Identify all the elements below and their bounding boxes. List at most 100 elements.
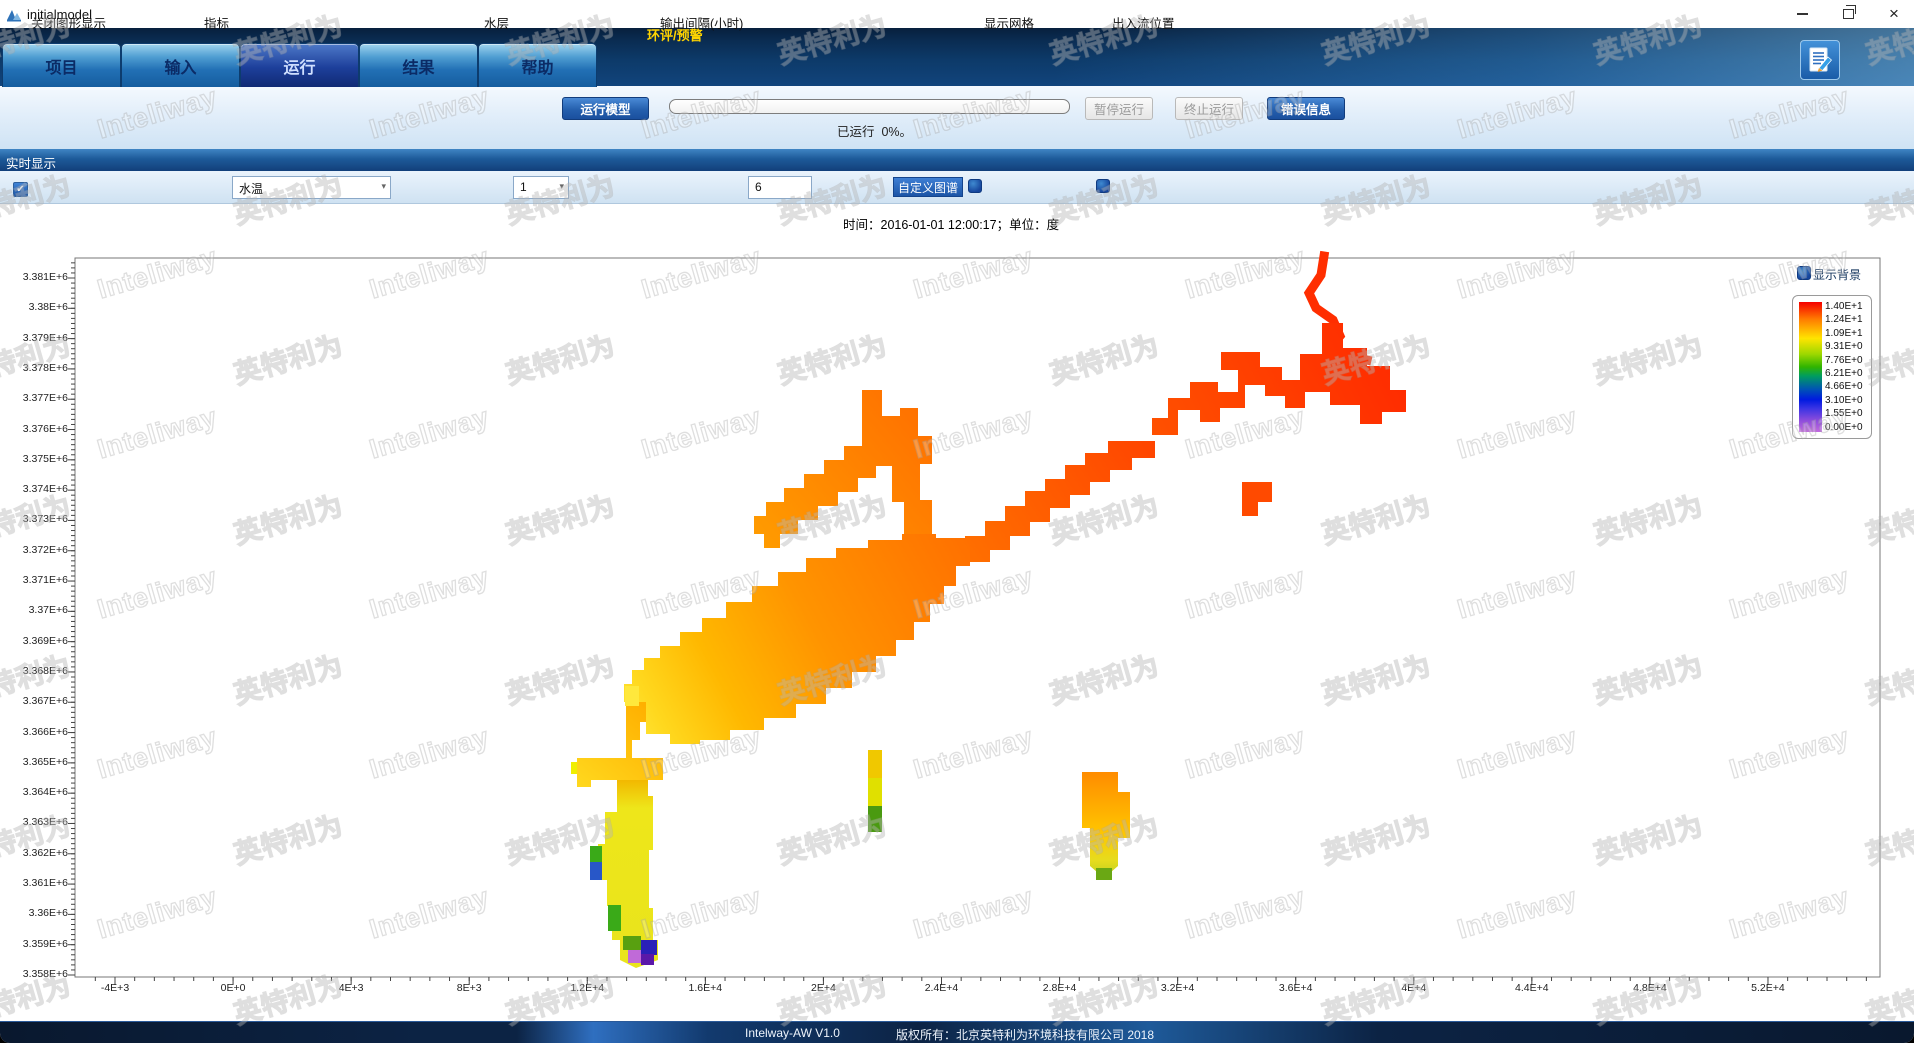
- close-button[interactable]: ×: [1878, 2, 1910, 25]
- x-tick-label: 1.6E+4: [688, 982, 723, 994]
- y-tick-label: 3.367E+6: [22, 695, 68, 708]
- tab-env-warning[interactable]: 环评/预警: [647, 28, 703, 43]
- simulation-time-label: 时间：2016-01-01 12:00:17；单位：度: [843, 218, 1060, 232]
- layer-select[interactable]: 1 ▾: [513, 176, 569, 199]
- run-model-button[interactable]: 运行模型: [562, 97, 649, 120]
- error-info-button[interactable]: 错误信息: [1267, 97, 1345, 120]
- tab-run[interactable]: 运行: [240, 43, 359, 87]
- pause-run-button[interactable]: 暂停运行: [1085, 97, 1153, 120]
- y-tick-label: 3.365E+6: [22, 755, 68, 768]
- legend-value: 0.00E+0: [1825, 421, 1863, 433]
- y-tick-label: 3.359E+6: [22, 937, 68, 950]
- river-connector: [965, 441, 1155, 562]
- map-cell: [641, 954, 654, 965]
- x-tick-label: 2E+4: [810, 982, 836, 994]
- legend-value: 4.66E+0: [1825, 381, 1863, 393]
- run-progress-value: 0%。: [881, 125, 913, 139]
- y-tick-label: 3.376E+6: [22, 422, 68, 435]
- map-cell: [641, 940, 657, 955]
- lake-outlet: [577, 702, 663, 787]
- close-graphics-checkbox[interactable]: ✔: [13, 182, 28, 197]
- y-tick-label: 3.37E+6: [28, 604, 68, 617]
- custom-colormap-button[interactable]: 自定义图谱: [893, 177, 964, 197]
- interval-label: 输出间隔(小时): [660, 17, 744, 31]
- y-tick-label: 3.366E+6: [22, 725, 68, 738]
- window-title: initialmodel: [27, 7, 93, 22]
- tab-input[interactable]: 输入: [121, 43, 240, 87]
- inout-flow-checkbox[interactable]: [1096, 179, 1110, 193]
- y-tick-label: 3.364E+6: [22, 786, 68, 799]
- interval-input[interactable]: 6: [748, 176, 812, 199]
- map-cell: [625, 686, 639, 706]
- x-tick-label: -4E+3: [100, 982, 130, 994]
- temperature-map: [571, 250, 1406, 968]
- map-cell: [1096, 868, 1112, 880]
- close-icon: ×: [1889, 4, 1899, 23]
- y-tick-label: 3.38E+6: [28, 301, 68, 314]
- y-tick-label: 3.378E+6: [22, 361, 68, 374]
- y-tick-label: 3.381E+6: [22, 271, 68, 283]
- minimize-icon: [1796, 12, 1808, 15]
- map-cell: [868, 806, 882, 832]
- y-tick-label: 3.377E+6: [22, 392, 68, 405]
- map-cell: [868, 750, 882, 778]
- colorbar-gradient: [1799, 302, 1822, 432]
- realtime-section-header: 实时显示: [0, 149, 1914, 171]
- y-tick-label: 3.358E+6: [22, 967, 68, 980]
- close-graphics-label: 关闭图形显示: [31, 17, 107, 31]
- y-tick-label: 3.362E+6: [22, 846, 68, 859]
- y-tick-label: 3.379E+6: [22, 331, 68, 344]
- map-cell: [590, 862, 602, 880]
- chevron-down-icon: ▾: [559, 181, 564, 191]
- main-lake: [624, 534, 970, 744]
- legend-value: 1.40E+1: [1825, 301, 1863, 312]
- y-tick-label: 3.36E+6: [28, 907, 68, 920]
- map-cell: [628, 950, 641, 963]
- map-cell: [571, 762, 577, 774]
- show-background-label: 显示背景: [1813, 268, 1862, 282]
- y-tick-label: 3.374E+6: [22, 483, 68, 496]
- indicator-select[interactable]: 水温 ▾: [232, 176, 391, 199]
- copyright: 版权所有：北京英特利为环境科技有限公司 2018: [896, 1028, 1155, 1042]
- run-status: 已运行 0%。: [837, 125, 913, 139]
- tab-help[interactable]: 帮助: [478, 43, 597, 87]
- statusbar: Intelway-AW V1.0 版权所有：北京英特利为环境科技有限公司 201…: [0, 1021, 1914, 1043]
- x-tick-label: 3.2E+4: [1160, 982, 1195, 994]
- tab-project[interactable]: 项目: [2, 43, 121, 87]
- x-tick-label: 5.2E+4: [1751, 982, 1785, 994]
- y-tick-label: 3.368E+6: [22, 664, 68, 677]
- y-tick-label: 3.372E+6: [22, 543, 68, 556]
- x-tick-label: 2.4E+4: [924, 982, 959, 994]
- document-edit-button[interactable]: [1800, 40, 1840, 80]
- legend-value: 1.55E+0: [1825, 408, 1863, 420]
- x-tick-label: 4E+4: [1401, 982, 1427, 994]
- chevron-down-icon: ▾: [381, 181, 386, 191]
- restore-button[interactable]: [1832, 2, 1864, 25]
- legend-value: 1.24E+1: [1825, 314, 1863, 326]
- river-hook: [1242, 482, 1272, 516]
- x-tick-label: 8E+3: [456, 982, 482, 994]
- axis-ticks: [68, 262, 1867, 985]
- legend-value: 6.21E+0: [1825, 367, 1863, 379]
- legend-value: 7.76E+0: [1825, 354, 1863, 366]
- northeast-river: [1152, 323, 1406, 435]
- legend-value: 3.10E+0: [1825, 394, 1863, 406]
- stop-run-button[interactable]: 终止运行: [1175, 97, 1243, 120]
- plot-border: [74, 257, 1881, 978]
- y-tick-label: 3.361E+6: [22, 877, 68, 890]
- legend-value: 9.31E+0: [1825, 341, 1863, 353]
- minimize-button[interactable]: [1786, 2, 1818, 25]
- x-tick-label: 3.6E+4: [1278, 982, 1313, 994]
- x-tick-label: 4.4E+4: [1515, 982, 1549, 994]
- indicator-label: 指标: [204, 17, 230, 31]
- show-grid-checkbox[interactable]: [968, 179, 982, 193]
- tab-result[interactable]: 结果: [359, 43, 478, 87]
- show-background-checkbox[interactable]: [1797, 266, 1811, 280]
- map-cell: [590, 846, 602, 862]
- toolbar: [0, 86, 1914, 150]
- realtime-title: 实时显示: [6, 157, 57, 171]
- southeast-stub: [1082, 772, 1130, 878]
- inout-flow-label: 出入流位置: [1112, 17, 1175, 31]
- show-grid-label: 显示网格: [984, 17, 1035, 31]
